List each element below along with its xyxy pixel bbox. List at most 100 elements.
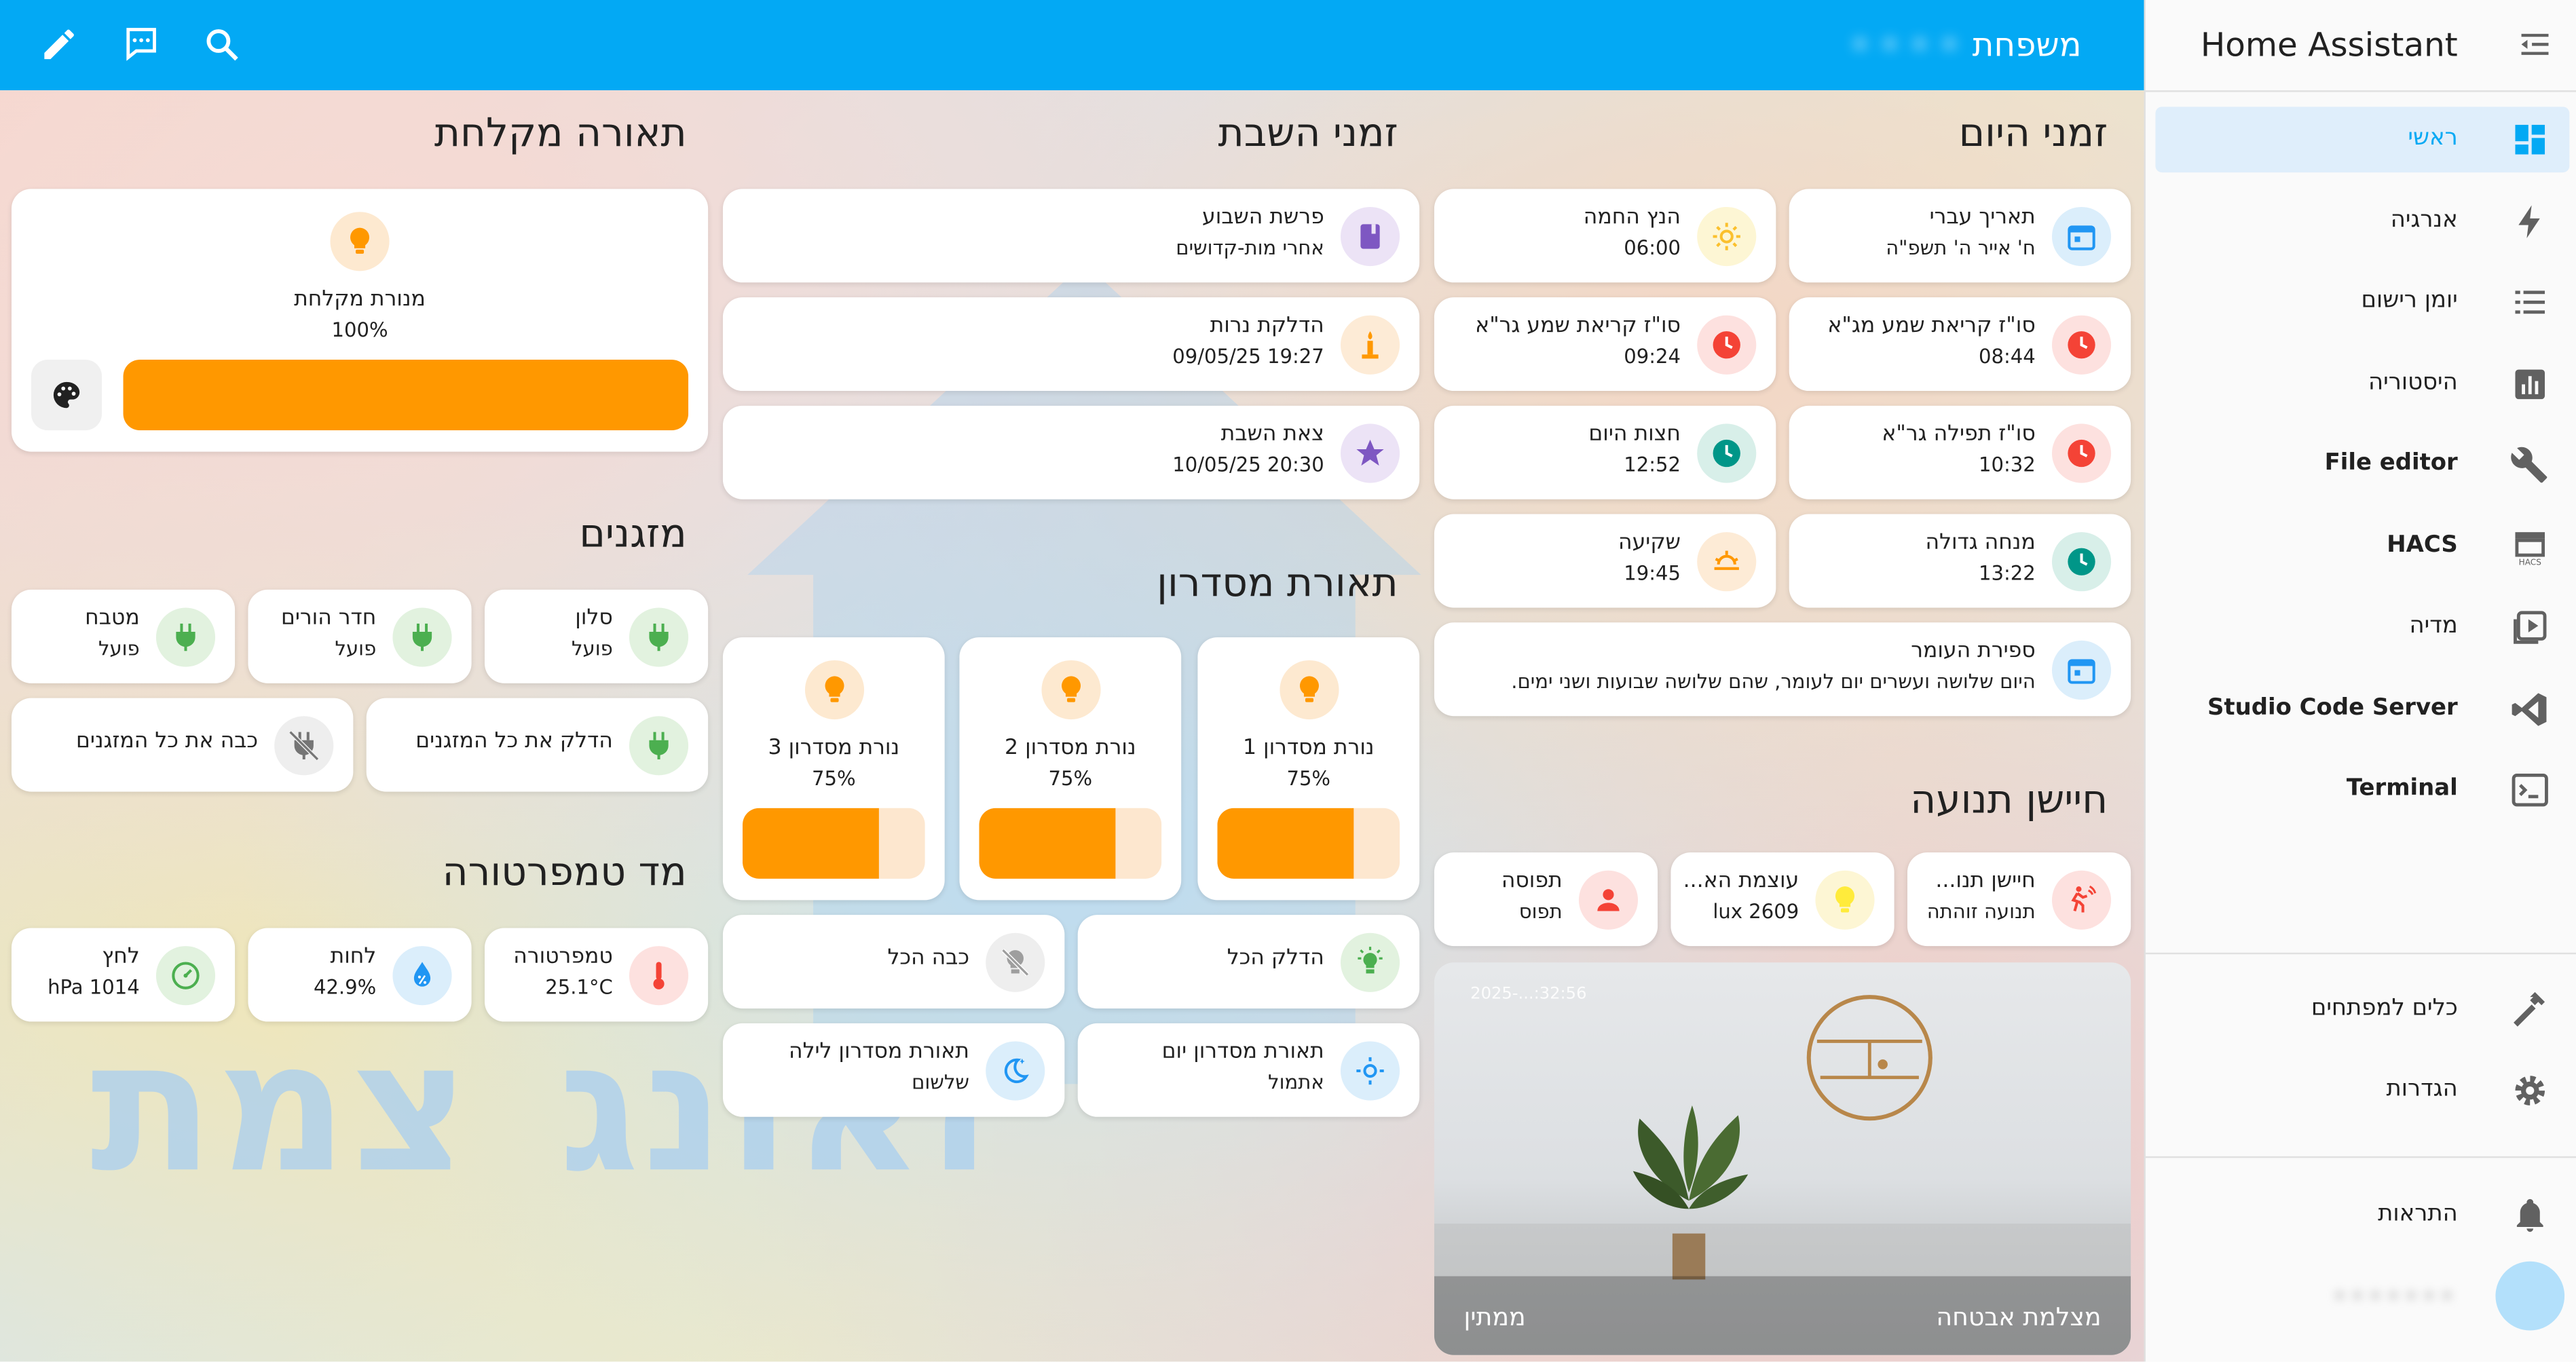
tile-motion-sensor[interactable]: חיישן תנו... תנועה זוהתה [1907, 852, 2131, 947]
sidebar-item-developer-tools[interactable]: כלים למפתחים [2155, 977, 2569, 1043]
sidebar-item-terminal[interactable]: Terminal [2155, 757, 2569, 823]
tile-pressure[interactable]: לחץ 1014 hPa [11, 928, 236, 1022]
light-name: מנורת מקלחת [294, 287, 426, 312]
tile-hall-night-light[interactable]: תאורת מסדרון לילה שלשום [722, 1023, 1065, 1117]
light-card-hall-3[interactable]: נורת מסדרון 3 75% [722, 637, 945, 901]
brightness-slider[interactable] [1217, 808, 1400, 879]
sidebar-item-label: Studio Code Server [2207, 694, 2458, 721]
sidebar-item-media[interactable]: מדיה [2155, 594, 2569, 660]
power-plug-icon[interactable] [392, 607, 452, 666]
sidebar-item-logbook[interactable]: יומן רישום [2155, 269, 2569, 335]
light-value: 75% [812, 767, 856, 791]
tile-value: אתמול [1268, 1071, 1324, 1094]
sidebar-item-settings[interactable]: הגדרות [2155, 1058, 2569, 1124]
user-name-redacted[interactable]: • • • • • • • [2334, 1284, 2453, 1308]
light-card-kitchen[interactable]: מנורת מקלחת 100% [11, 189, 709, 452]
tile-mincha[interactable]: מנחה גדולה 13:22 [1789, 514, 2131, 608]
clock-icon [1697, 423, 1757, 483]
sidebar-divider [2145, 952, 2576, 955]
camera-footer [1434, 1276, 2131, 1355]
lightbulb-icon[interactable] [330, 212, 390, 271]
section-title-motion: חיישן תנועה [1910, 776, 2108, 823]
tile-midday[interactable]: חצות היום 12:52 [1434, 405, 1776, 499]
tile-shema-mga[interactable]: סו"ז קריאת שמע מג"א 08:44 [1789, 297, 2131, 392]
sidebar-item-history[interactable]: היסטוריה [2155, 352, 2569, 417]
lightbulb-icon[interactable] [1041, 660, 1100, 720]
button-ac-all-off[interactable]: כבה את כל המזגנים [11, 698, 354, 792]
power-plug-icon[interactable] [155, 607, 216, 666]
tile-name: סלון [575, 606, 613, 631]
tile-name: שקיעה [1618, 530, 1681, 556]
sidebar-item-notifications[interactable]: התראות [2155, 1183, 2569, 1249]
tile-tefila-gra[interactable]: סו"ז תפילה גר"א 10:32 [1789, 405, 2131, 499]
sidebar-item-label: התראות [2378, 1200, 2458, 1227]
wall-clock-icon [1806, 995, 1933, 1121]
brightness-slider[interactable] [123, 360, 689, 431]
tile-occupancy[interactable]: תפוסה תפוס [1434, 852, 1658, 947]
tile-hebrew-date[interactable]: תאריך עברי ח' אייר ה' תשפ"ה [1789, 189, 2131, 283]
tile-value: 08:44 [1979, 345, 2036, 368]
sidebar-item-file-editor[interactable]: File editor [2155, 432, 2569, 498]
tile-parasha[interactable]: פרשת השבוע אחרי מות-קדושים [722, 189, 1420, 283]
pencil-icon[interactable] [39, 24, 79, 64]
tile-omer[interactable]: ספירת העומר היום שלושה ועשרים יום לעומר,… [1434, 622, 2131, 717]
dashboard-title: משפחת• • • • [1850, 24, 2082, 64]
tile-temperature[interactable]: טמפרטורה 25.1°C [484, 928, 709, 1022]
hacs-icon: HACS [2515, 532, 2545, 567]
console-icon [2512, 773, 2548, 807]
search-icon[interactable] [202, 24, 242, 64]
sidebar-item-label: כלים למפתחים [2311, 995, 2458, 1022]
tile-ac-parents[interactable]: חדר הורים פועל [248, 589, 472, 683]
tile-sunrise[interactable]: הנץ החמה 06:00 [1434, 189, 1776, 283]
light-name: נורת מסדרון 2 [1005, 736, 1136, 761]
tile-ac-kitchen[interactable]: מטבח פועל [11, 589, 236, 683]
tile-name: הדלק את כל המזגנים [415, 729, 613, 754]
tile-candle-lighting[interactable]: הדלקת נרות 19:27 09/05/25 [722, 297, 1420, 392]
vscode-icon [2512, 693, 2547, 726]
camera-view[interactable]: 2025-...:32:56 מצלמת אבטחה ממתין [1434, 962, 2131, 1355]
tile-shema-gra[interactable]: סו"ז קריאת שמע גר"א 09:24 [1434, 297, 1776, 392]
brightness-slider[interactable] [742, 808, 925, 879]
tile-name: הדלק הכל [1227, 946, 1324, 971]
light-card-hall-2[interactable]: נורת מסדרון 2 75% [959, 637, 1182, 901]
brightness-fill [123, 360, 689, 431]
sunset-icon [1697, 531, 1757, 591]
assist-chat-icon[interactable] [122, 24, 161, 64]
sidebar-item-label: יומן רישום [2361, 287, 2458, 314]
button-hall-all-off[interactable]: כבה הכל [722, 915, 1065, 1009]
tile-hall-day-light[interactable]: תאורת מסדרון יום אתמול [1077, 1023, 1420, 1117]
button-hall-all-on[interactable]: הדלק הכל [1077, 915, 1420, 1009]
power-plug-icon[interactable] [629, 607, 689, 666]
tile-illuminance[interactable]: עוצמת הא... 2609 lux [1670, 852, 1894, 947]
tile-name: תפוסה [1501, 869, 1563, 894]
lightbulb-icon[interactable] [1279, 660, 1339, 720]
light-card-hall-1[interactable]: נורת מסדרון 1 75% [1197, 637, 1420, 901]
watermark-text-left: צמת [90, 1002, 472, 1213]
sidebar-item-hacs[interactable]: HACS HACS [2155, 514, 2569, 580]
tile-value: שלשום [912, 1071, 969, 1094]
tile-name: סו"ז קריאת שמע גר"א [1475, 314, 1681, 339]
tile-value: היום שלושה ועשרים יום לעומר, שהם שלושה ש… [1511, 670, 2036, 694]
svg-text:HACS: HACS [2519, 558, 2541, 567]
sidebar-item-energy[interactable]: אנרגיה [2155, 189, 2569, 254]
gauge-icon [155, 945, 216, 1005]
user-avatar[interactable] [2495, 1261, 2565, 1331]
lightbulb-icon[interactable] [804, 660, 863, 720]
thermometer-icon [629, 945, 689, 1005]
tile-sunset[interactable]: שקיעה 19:45 [1434, 514, 1776, 608]
tile-value: אחרי מות-קדושים [1176, 236, 1324, 260]
sidebar-item-studio-code-server[interactable]: Studio Code Server [2155, 677, 2569, 742]
tile-value: 12:52 [1624, 453, 1681, 476]
brightness-slider[interactable] [979, 808, 1162, 879]
tile-humidity[interactable]: לחות 42.9% [248, 928, 472, 1022]
brightness-fill [742, 808, 880, 879]
menu-collapse-icon[interactable] [2517, 26, 2553, 62]
tile-value: 19:27 09/05/25 [1172, 345, 1324, 368]
tile-name: הדלקת נרות [1210, 314, 1324, 339]
tile-name: עוצמת הא... [1683, 869, 1799, 894]
tile-shabbat-end[interactable]: צאת השבת 20:30 10/05/25 [722, 405, 1420, 499]
color-palette-button[interactable] [31, 360, 102, 431]
button-ac-all-on[interactable]: הדלק את כל המזגנים [366, 698, 709, 792]
tile-ac-living[interactable]: סלון פועל [484, 589, 709, 683]
sidebar-item-overview[interactable]: ראשי [2155, 107, 2570, 173]
